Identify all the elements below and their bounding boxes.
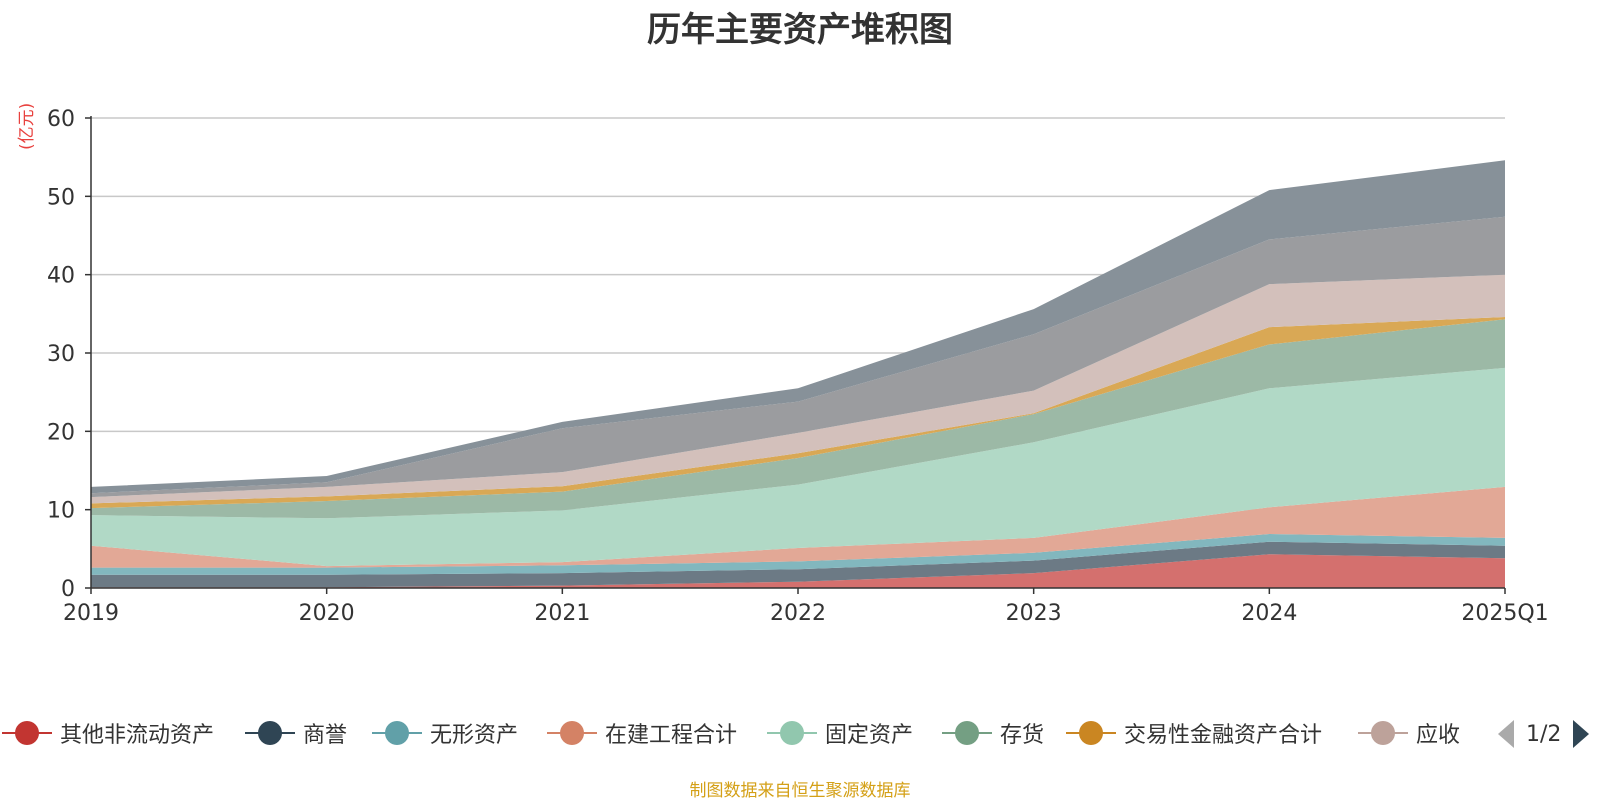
y-tick-label: 50	[47, 185, 75, 210]
x-tick-label: 2019	[63, 601, 119, 626]
legend-item[interactable]: 应收	[1358, 716, 1460, 750]
legend-marker-icon	[942, 716, 992, 750]
legend-item[interactable]: 固定资产	[767, 716, 913, 750]
area-series-group	[91, 160, 1505, 588]
y-axis-unit-label: (亿元)	[17, 102, 37, 150]
axes: 0 10 20 30 40 50 60 2019 2020 2021 2022 2023 2024 202…	[47, 107, 1549, 626]
legend-label: 其他非流动资产	[60, 723, 215, 748]
legend-marker-icon	[372, 716, 422, 750]
legend-label: 交易性金融资产合计	[1124, 723, 1323, 748]
data-source-note: 制图数据来自恒生聚源数据库	[689, 781, 911, 801]
x-tick-label: 2020	[299, 601, 355, 626]
legend-item[interactable]: 交易性金融资产合计	[1066, 716, 1322, 750]
area-series-7	[91, 274, 1505, 504]
y-tick-label: 60	[47, 107, 75, 132]
legend-marker-icon	[547, 716, 597, 750]
area-series-3	[91, 486, 1505, 568]
legend-marker-icon	[767, 716, 817, 750]
legend-prev-page-icon[interactable]	[1498, 720, 1514, 748]
legend-page-indicator: 1/2	[1526, 721, 1562, 747]
legend-item[interactable]: 商誉	[245, 716, 347, 750]
x-tick-label: 2025Q1	[1461, 601, 1548, 626]
legend-label: 商誉	[303, 723, 348, 748]
y-tick-label: 30	[47, 342, 75, 367]
y-tick-label: 20	[47, 420, 75, 445]
area-series-0	[91, 554, 1505, 588]
legend-label: 固定资产	[825, 723, 914, 748]
area-series-8	[91, 216, 1505, 498]
legend-items-viewport: 其他非流动资产 商誉 无形资产 在建工程合计 固定资产 存货 交易性金融资产合计 应收	[0, 716, 1480, 750]
y-tick-label: 10	[47, 499, 75, 524]
legend-label: 无形资产	[430, 723, 519, 748]
x-tick-label: 2023	[1006, 601, 1062, 626]
legend-item[interactable]: 存货	[942, 716, 1044, 750]
legend-marker-icon	[1066, 716, 1116, 750]
chart-title: 历年主要资产堆积图	[647, 10, 953, 50]
area-series-4	[91, 367, 1505, 567]
legend-item[interactable]: 在建工程合计	[547, 716, 737, 750]
legend-marker-icon	[1358, 716, 1408, 750]
legend-marker-icon	[2, 716, 52, 750]
legend-label: 存货	[1000, 723, 1045, 748]
area-series-2	[91, 534, 1505, 575]
legend-item[interactable]: 其他非流动资产	[2, 716, 214, 750]
area-series-5	[91, 319, 1505, 519]
y-tick-label: 40	[47, 264, 75, 289]
area-series-9	[91, 160, 1505, 494]
x-tick-label: 2024	[1241, 601, 1297, 626]
y-tick-label: 0	[61, 577, 75, 602]
legend-label: 应收	[1416, 723, 1461, 748]
area-series-1	[91, 541, 1505, 588]
legend-label: 在建工程合计	[605, 723, 738, 748]
x-tick-label: 2021	[534, 601, 590, 626]
legend-marker-icon	[245, 716, 295, 750]
x-tick-label: 2022	[770, 601, 826, 626]
legend-pager: 1/2	[1498, 719, 1590, 749]
legend-next-page-icon[interactable]	[1573, 720, 1590, 748]
legend-item[interactable]: 无形资产	[372, 716, 518, 750]
legend: 其他非流动资产 商誉 无形资产 在建工程合计 固定资产 存货 交易性金融资产合计 应收 1/2	[0, 716, 1600, 750]
